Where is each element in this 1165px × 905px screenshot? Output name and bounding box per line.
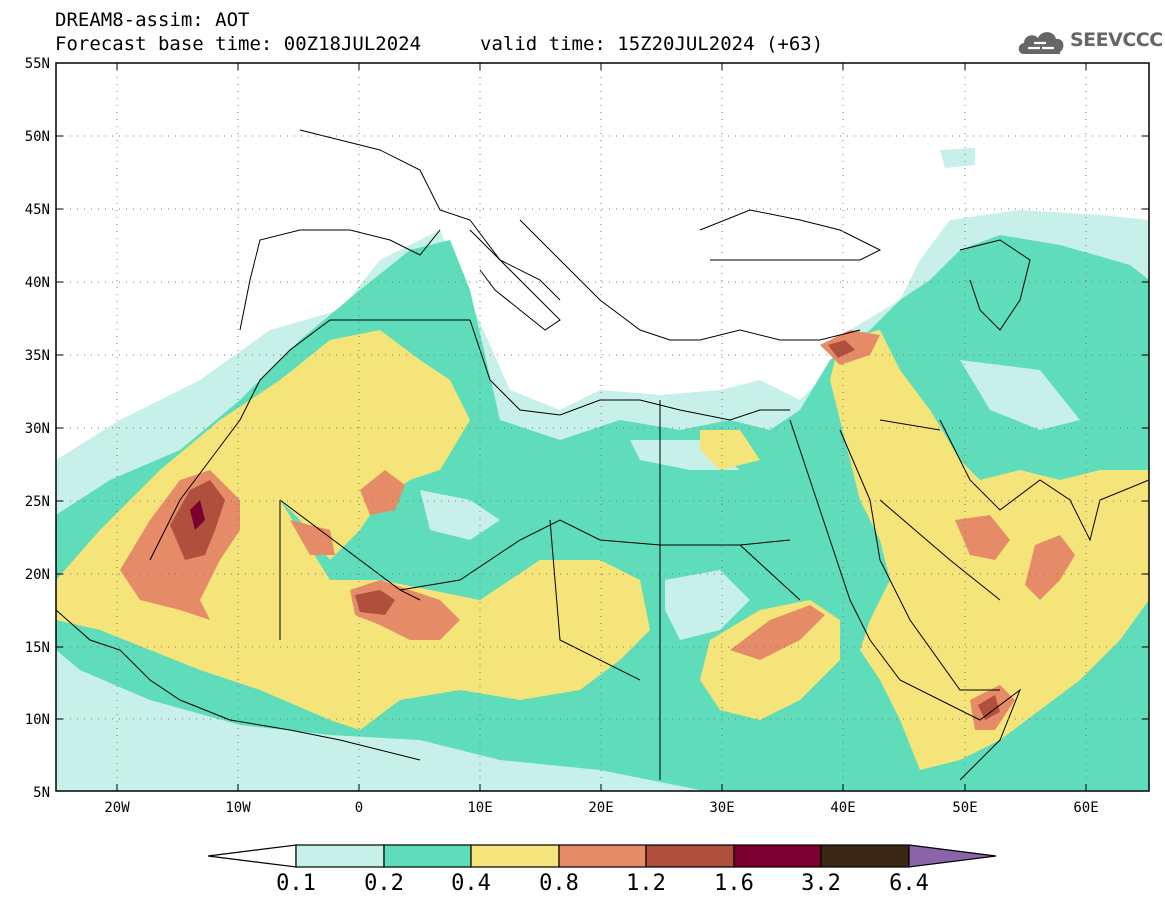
- coastline-arabia: [839, 429, 1000, 691]
- colorbar-label: 3.2: [801, 871, 841, 896]
- aot-contour-0.4-libya: [700, 430, 760, 470]
- lon-label: 10E: [467, 800, 492, 816]
- lon-label: 50E: [952, 800, 977, 816]
- coastline-morocco: [149, 319, 470, 561]
- aot-contour-0.4: [56, 330, 650, 730]
- lat-label: 25N: [25, 494, 50, 510]
- coastline-red-sea: [789, 419, 941, 701]
- aot-clear-iran: [960, 360, 1080, 430]
- coastline-gulf: [939, 419, 1149, 542]
- title-line: DREAM8-assim: AOT: [55, 9, 250, 31]
- colorbar-label: 1.2: [626, 871, 666, 896]
- lat-ticks: [56, 62, 1149, 792]
- colorbar: [207, 844, 997, 868]
- colorbar-bin: [295, 844, 385, 868]
- coastline-europe: [299, 129, 561, 301]
- colorbar-labels: 0.1 0.2 0.4 0.8 1.2 1.6 3.2 6.4: [276, 871, 929, 896]
- lon-label: 60E: [1073, 800, 1098, 816]
- colorbar-label: 0.2: [364, 871, 404, 896]
- colorbar-label: 0.4: [451, 871, 491, 896]
- coastline-caspian: [959, 239, 1031, 331]
- lat-label: 10N: [25, 712, 50, 728]
- lon-label: 10W: [225, 800, 251, 816]
- lon-label: 20W: [104, 800, 130, 816]
- colorbar-bin: [558, 844, 647, 868]
- aot-contour-0.8-sudan: [730, 605, 825, 660]
- seevccc-logo: SEEVCCC: [1016, 26, 1163, 58]
- lon-labels: 20W 10W 0 10E 20E 30E 40E 50E 60E: [104, 800, 1098, 816]
- colorbar-bin: [470, 844, 560, 868]
- lat-label: 55N: [25, 56, 50, 72]
- colorbar-over-arrow: [908, 844, 997, 868]
- coastline-horn: [939, 688, 1022, 781]
- lat-labels: 5N 10N 15N 20N 25N 30N 35N 40N 45N 50N 5…: [25, 56, 50, 801]
- logo-text: SEEVCCC: [1070, 29, 1163, 51]
- lat-label: 15N: [25, 640, 50, 656]
- aot-clear-sudan: [665, 570, 750, 640]
- lat-label: 20N: [25, 567, 50, 583]
- aot-contour-1.2-somalia: [978, 695, 1000, 720]
- colorbar-bin: [733, 844, 822, 868]
- aot-contour-0.8-algeria: [360, 470, 405, 515]
- lat-label: 45N: [25, 202, 50, 218]
- base-time-line: Forecast base time: 00Z18JUL2024: [55, 33, 422, 55]
- colorbar-label: 0.8: [539, 871, 579, 896]
- aot-contour-1.6-westsahara: [190, 500, 205, 530]
- lat-label: 40N: [25, 275, 50, 291]
- lon-label: 20E: [588, 800, 613, 816]
- coastline-north-africa: [469, 319, 790, 421]
- aot-contour-1.2-mali: [355, 590, 395, 615]
- colorbar-label: 1.6: [714, 871, 754, 896]
- colorbar-label: 6.4: [889, 871, 929, 896]
- coastline-balkans: [519, 219, 700, 341]
- border-north: [549, 400, 801, 780]
- colorbar-bin: [820, 844, 910, 868]
- lat-label: 35N: [25, 348, 50, 364]
- coastline-black-sea: [699, 209, 882, 261]
- aot-clear-sahara: [420, 490, 500, 540]
- map-frame: [55, 62, 1150, 792]
- lat-label: 30N: [25, 421, 50, 437]
- colorbar-label: 0.1: [276, 871, 316, 896]
- cloud-icon: [1018, 32, 1064, 54]
- border-arabia: [879, 419, 1001, 601]
- graticule: [56, 63, 1149, 791]
- coastlines: [56, 129, 1149, 781]
- coastline-west-africa: [56, 609, 421, 761]
- colorbar-under-arrow: [207, 844, 297, 868]
- aot-contour-1.2-iraq: [828, 340, 855, 358]
- aot-contour-0.8-oman: [1025, 535, 1075, 600]
- lon-label: 0: [355, 800, 363, 816]
- coastline-turkey: [699, 329, 861, 341]
- aot-contour-0.8-saudi: [955, 515, 1010, 560]
- aot-contour-0.8-niger: [290, 520, 335, 555]
- lat-label: 5N: [33, 785, 50, 801]
- valid-time-line: valid time: 15Z20JUL2024 (+63): [480, 33, 824, 55]
- border-sahara: [279, 499, 791, 640]
- aot-contour-0.1-caspian: [940, 148, 975, 168]
- lon-label: 40E: [830, 800, 855, 816]
- lon-label: 30E: [709, 800, 734, 816]
- lat-label: 50N: [25, 129, 50, 145]
- aot-field: [56, 148, 1149, 791]
- colorbar-bin: [383, 844, 472, 868]
- coastline-italy: [469, 229, 561, 331]
- colorbar-bin: [645, 844, 735, 868]
- coastline-iberia: [239, 229, 441, 331]
